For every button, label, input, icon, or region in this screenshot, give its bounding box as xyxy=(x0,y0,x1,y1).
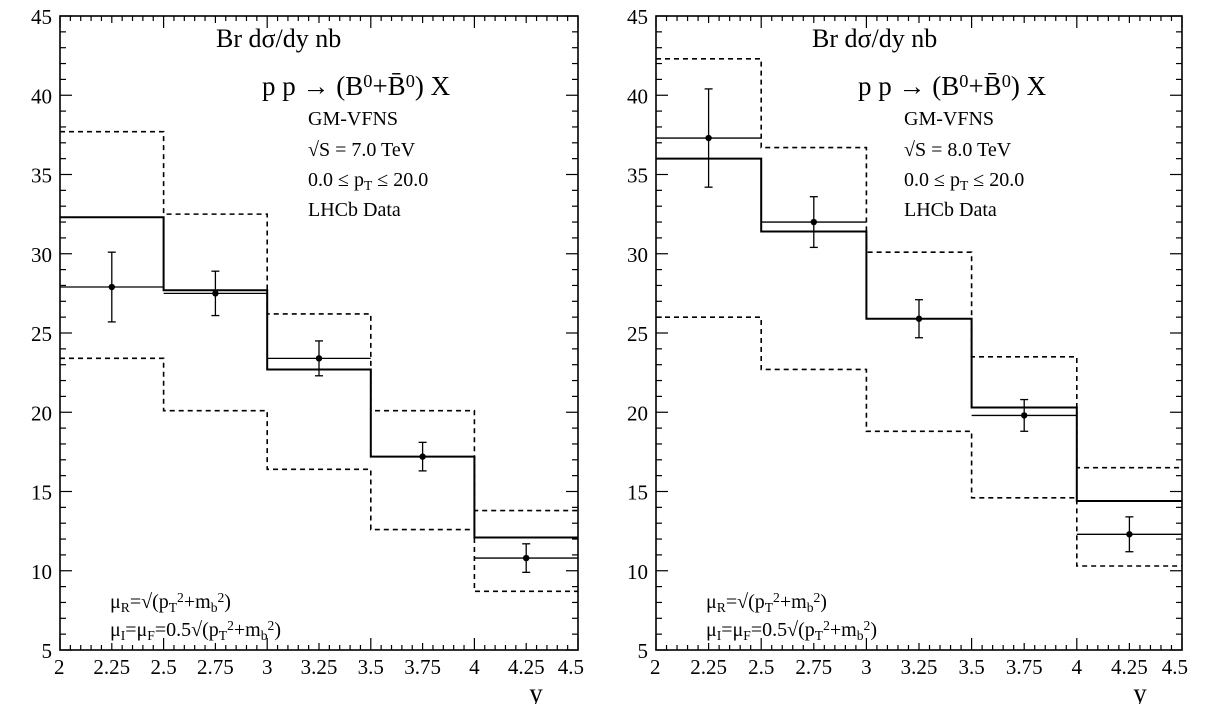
annotation-process: p p → (B0+B̄0) X xyxy=(858,71,1047,101)
annotation-energy: √S = 7.0 TeV xyxy=(308,139,416,161)
data-marker xyxy=(212,290,219,297)
y-tick-label: 35 xyxy=(627,164,648,188)
data-marker xyxy=(1020,412,1028,419)
annotation-scale-r: μR=√(pT2+mb2) xyxy=(706,590,827,615)
data-point xyxy=(163,270,268,317)
y-tick-label: 35 xyxy=(31,164,52,188)
panel-right: 2 2.25 2.5 2.75 3 3.25 3.5 3.75 4 4.25 4.5 5 10 15 20 2… xyxy=(627,5,1188,704)
data-marker xyxy=(810,218,817,226)
x-tick-label: 3.5 xyxy=(958,655,984,679)
x-tick-label: 4.25 xyxy=(508,655,545,679)
data-marker xyxy=(705,134,712,142)
x-tick-label: 4.5 xyxy=(558,655,584,679)
x-tick-label: 3.75 xyxy=(404,655,441,679)
y-tick-label: 30 xyxy=(627,243,648,267)
x-tick-label: 2.75 xyxy=(795,655,832,679)
x-tick-label: 3 xyxy=(262,655,273,679)
y-tick-label: 25 xyxy=(31,322,52,346)
annotation-dataset: LHCb Data xyxy=(308,199,401,221)
y-tick-label: 25 xyxy=(627,322,648,346)
y-tick-label: 10 xyxy=(31,560,52,584)
x-tick-label: 2 xyxy=(650,655,661,679)
y-tick-label: 5 xyxy=(42,639,53,663)
x-tick-label: 3.25 xyxy=(301,655,338,679)
y-tick-label: 30 xyxy=(31,243,52,267)
x-tick-label: 2.25 xyxy=(690,655,727,679)
x-tick-label: 2 xyxy=(54,655,65,679)
panel-left: 2 2.25 2.5 2.75 3 3.25 3.5 3.75 4 4.25 4.5 5 10 15 20 2… xyxy=(31,5,584,704)
x-tick-label: 3.75 xyxy=(1006,655,1043,679)
annotation-title: Br dσ/dy nb xyxy=(812,24,937,53)
y-tick-label: 40 xyxy=(627,84,648,108)
y-tick-label: 15 xyxy=(627,481,648,505)
annotation-pt-range: 0.0 ≤ pT ≤ 20.0 xyxy=(904,169,1024,193)
annotation-pt-range: 0.0 ≤ pT ≤ 20.0 xyxy=(308,169,428,193)
central-prediction-line xyxy=(60,216,578,539)
x-tick-label: 2.25 xyxy=(93,655,130,679)
annotation-scale-r: μR=√(pT2+mb2) xyxy=(110,590,231,615)
y-tick-label: 10 xyxy=(627,560,648,584)
x-tick-label: 4.25 xyxy=(1111,655,1148,679)
data-point xyxy=(971,398,1077,432)
y-tick-label: 5 xyxy=(638,639,649,663)
x-axis-label: y xyxy=(529,678,543,704)
data-marker xyxy=(523,554,530,562)
data-point xyxy=(370,441,475,472)
data-point xyxy=(60,251,164,323)
uncertainty-band-line xyxy=(656,316,1182,567)
data-marker xyxy=(915,315,923,322)
data-point xyxy=(267,340,371,377)
y-tick-label: 45 xyxy=(31,5,52,29)
annotation-dataset: LHCb Data xyxy=(904,199,997,221)
data-marker xyxy=(108,283,116,291)
uncertainty-band-line xyxy=(60,357,578,593)
data-point xyxy=(866,299,972,339)
annotation-scheme: GM-VFNS xyxy=(904,108,994,130)
y-tick-label: 20 xyxy=(31,401,52,425)
data-point xyxy=(1076,516,1182,553)
annotation-energy: √S = 8.0 TeV xyxy=(904,139,1012,161)
data-point xyxy=(474,543,578,573)
x-axis-label: y xyxy=(1133,678,1147,704)
x-tick-label: 3.25 xyxy=(901,655,938,679)
y-tick-label: 20 xyxy=(627,401,648,425)
uncertainty-band-line xyxy=(656,57,1182,469)
data-point xyxy=(761,196,867,249)
data-marker xyxy=(315,355,323,362)
y-tick-label: 45 xyxy=(627,5,648,29)
data-marker xyxy=(1126,531,1133,538)
data-marker xyxy=(419,453,426,460)
x-tick-label: 3.5 xyxy=(358,655,384,679)
x-tick-label: 3 xyxy=(861,655,872,679)
annotation-scheme: GM-VFNS xyxy=(308,108,398,130)
annotation-scale-if: μI=μF=0.5√(pT2+mb2) xyxy=(110,618,281,643)
y-tick-label: 40 xyxy=(31,84,52,108)
x-tick-label: 2.5 xyxy=(150,655,176,679)
x-tick-label: 4 xyxy=(1072,655,1083,679)
x-tick-label: 2.75 xyxy=(197,655,234,679)
uncertainty-band-line xyxy=(60,130,578,512)
x-tick-label: 4.5 xyxy=(1162,655,1188,679)
annotation-title: Br dσ/dy nb xyxy=(216,24,341,53)
x-tick-label: 4 xyxy=(469,655,480,679)
x-tick-label: 2.5 xyxy=(748,655,774,679)
data-point xyxy=(656,88,762,188)
annotation-process: p p → (B0+B̄0) X xyxy=(262,71,451,101)
annotation-scale-if: μI=μF=0.5√(pT2+mb2) xyxy=(706,618,877,643)
y-tick-label: 15 xyxy=(31,481,52,505)
